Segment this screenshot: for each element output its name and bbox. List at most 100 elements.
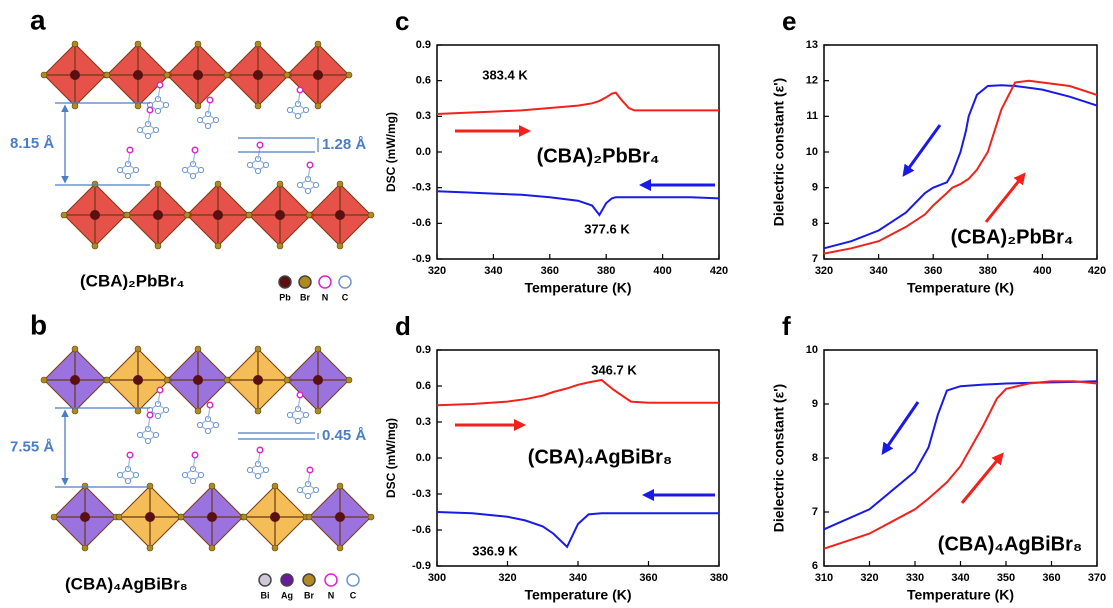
atom — [50, 513, 58, 521]
atom — [71, 345, 79, 353]
carbon — [152, 126, 160, 134]
legend-label: C — [350, 590, 357, 600]
carbon — [204, 122, 212, 130]
atom — [40, 71, 48, 79]
nitrogen — [306, 161, 314, 169]
atom — [335, 210, 345, 220]
y-tick-label: 0.9 — [416, 344, 431, 356]
carbon — [132, 471, 140, 479]
formula: (CBA)₄AgBiBr₈ — [65, 574, 188, 593]
series-line — [436, 511, 719, 549]
atom — [283, 71, 291, 79]
carbon — [162, 406, 170, 414]
x-tick-label: 360 — [639, 572, 657, 584]
nitrogen — [256, 141, 264, 149]
annotation: (CBA)₂PbBr₄ — [951, 226, 1074, 248]
x-tick-label: 330 — [906, 572, 924, 584]
atom — [305, 513, 313, 521]
carbon — [196, 421, 204, 429]
x-tick-label: 380 — [597, 265, 615, 277]
atom — [271, 544, 279, 552]
x-tick-label: 420 — [710, 265, 728, 277]
atom — [194, 345, 202, 353]
bond — [297, 396, 301, 410]
y-tick-label: 7 — [812, 253, 818, 265]
atom — [240, 513, 248, 521]
carbon — [212, 421, 220, 429]
nitrogen — [296, 86, 304, 94]
atom — [254, 407, 262, 415]
atom — [336, 482, 344, 490]
atom — [183, 211, 191, 219]
x-tick-label: 400 — [653, 265, 671, 277]
nitrogen — [156, 81, 164, 89]
legend-label: Br — [304, 590, 314, 600]
atom — [336, 180, 344, 188]
atom — [194, 102, 202, 110]
series-line — [823, 79, 1098, 255]
atom — [275, 210, 285, 220]
carbon — [286, 106, 294, 114]
x-tick-label: 340 — [951, 572, 969, 584]
atom — [91, 242, 99, 250]
carbon — [116, 471, 124, 479]
series-line — [823, 380, 1098, 550]
atom — [276, 242, 284, 250]
carbon — [181, 471, 189, 479]
atom — [80, 512, 90, 522]
y-tick-label: 6 — [812, 560, 818, 572]
carbon — [212, 116, 220, 124]
y-tick-label: -0.9 — [412, 253, 431, 265]
atom — [90, 210, 100, 220]
carbon — [197, 166, 205, 174]
atom — [103, 71, 111, 79]
legend-label: Ag — [281, 590, 293, 600]
legend-label: N — [328, 590, 335, 600]
x-axis-title: Temperature (K) — [907, 587, 1014, 603]
carbon — [181, 166, 189, 174]
carbon — [124, 172, 132, 180]
annotation: 377.6 K — [584, 221, 630, 236]
carbon — [304, 187, 312, 195]
bond — [257, 451, 261, 465]
nitrogen — [206, 401, 214, 409]
x-tick-label: 360 — [541, 265, 559, 277]
carbon — [262, 161, 270, 169]
annotation: (CBA)₄AgBiBr₈ — [938, 533, 1082, 555]
x-tick-label: 320 — [860, 572, 878, 584]
atom — [314, 345, 322, 353]
atom — [254, 102, 262, 110]
atom — [208, 544, 216, 552]
arrow — [902, 124, 942, 177]
atom — [70, 375, 80, 385]
bond — [297, 91, 301, 105]
carbon — [144, 132, 152, 140]
carbon — [154, 107, 162, 115]
bond — [127, 151, 131, 165]
legend-label: Br — [300, 292, 310, 302]
atom — [134, 40, 142, 48]
legend-label: Bi — [261, 590, 270, 600]
atom — [154, 180, 162, 188]
y-tick-label: 12 — [806, 75, 818, 87]
legend-atom — [346, 573, 360, 587]
atom — [271, 482, 279, 490]
bond — [192, 151, 196, 165]
legend-atom — [280, 573, 294, 587]
legend-label: C — [342, 292, 349, 302]
y-tick-label: -0.9 — [412, 560, 431, 572]
atom — [367, 513, 375, 521]
y-tick-label: 7 — [812, 506, 818, 518]
atom — [345, 376, 353, 384]
atom — [134, 407, 142, 415]
y-tick-label: 9 — [812, 398, 818, 410]
carbon — [302, 106, 310, 114]
x-tick-label: 380 — [979, 265, 997, 277]
y-tick-label: 0.3 — [416, 416, 431, 428]
atom — [253, 375, 263, 385]
nitrogen — [306, 466, 314, 474]
atom — [313, 70, 323, 80]
series-line — [436, 91, 719, 115]
annotation: 346.7 K — [591, 362, 637, 377]
atom — [134, 345, 142, 353]
